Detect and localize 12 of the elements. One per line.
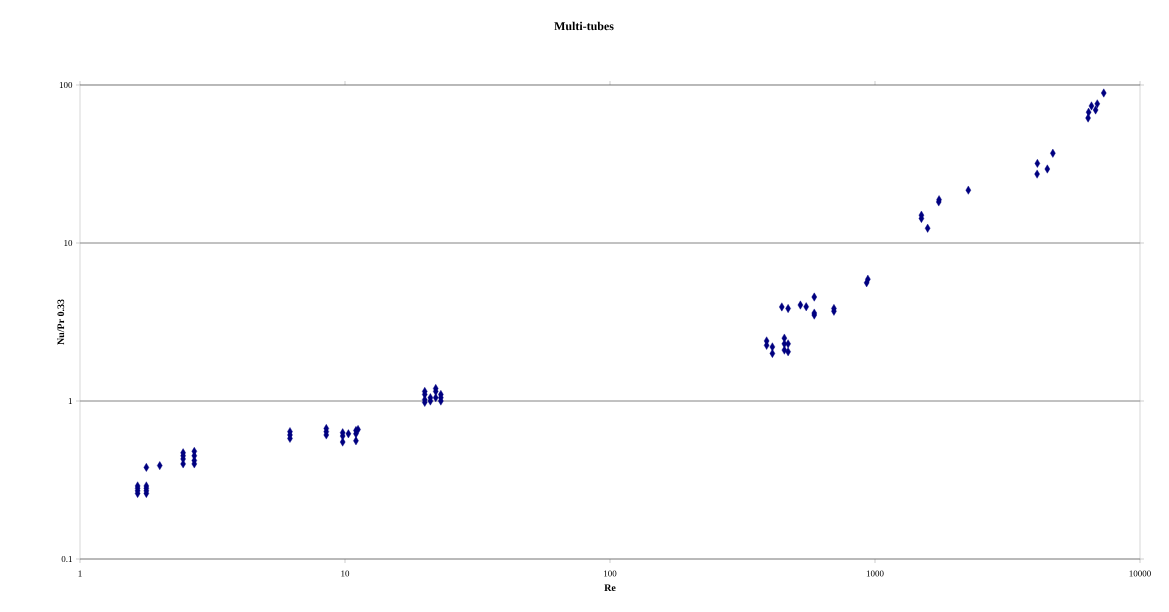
x-tick-label: 10 [341, 570, 350, 577]
y-tick-label: 100 [59, 81, 73, 89]
y-axis-title: Nu/Pr 0.33 [57, 299, 65, 345]
y-tick-label: 1 [68, 398, 72, 404]
x-tick-label: 10000 [1129, 570, 1151, 577]
x-tick-label: 1000 [866, 570, 884, 577]
x-tick-label: 1 [78, 570, 82, 577]
y-tick-label: 0.1 [61, 555, 72, 563]
x-tick-label: 100 [604, 570, 617, 577]
chart-title: Multi-tubes [554, 21, 614, 31]
y-tick-label: 10 [64, 239, 73, 247]
x-axis-title: Re [604, 584, 616, 592]
